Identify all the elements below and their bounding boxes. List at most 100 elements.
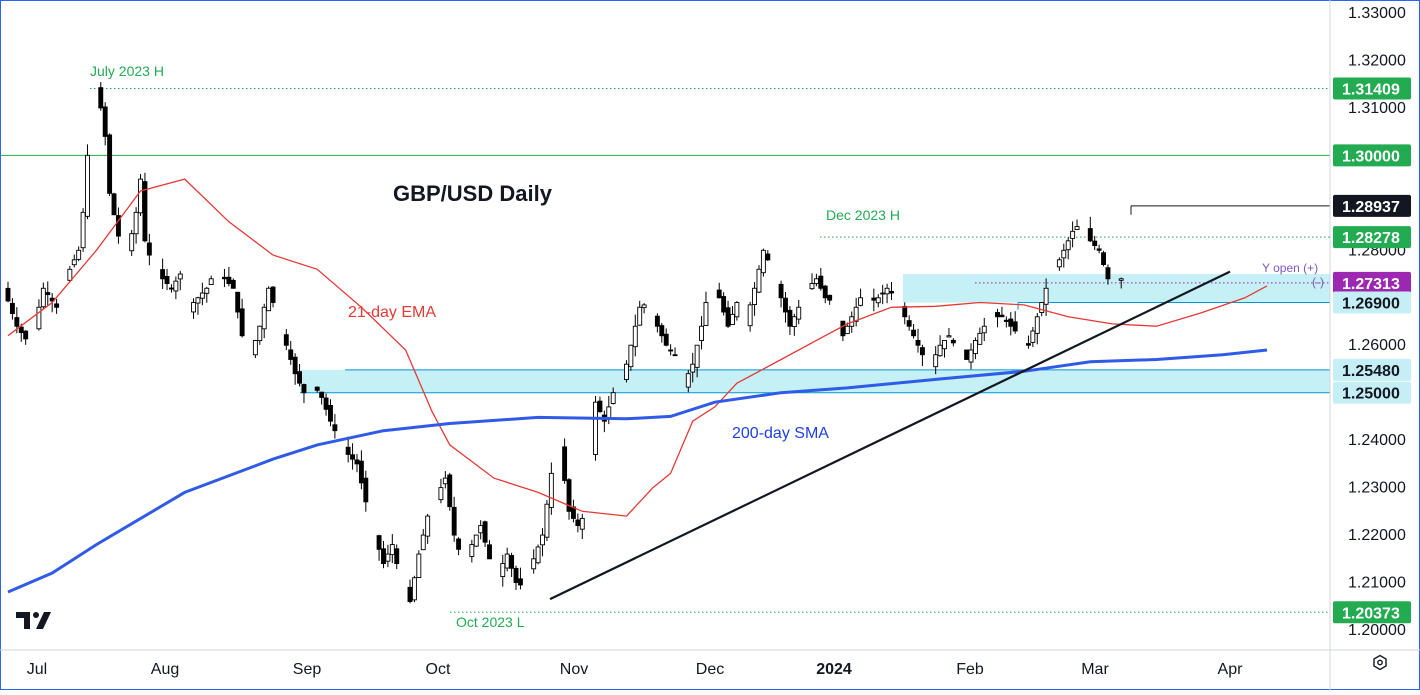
candle xyxy=(566,478,572,520)
candle-body xyxy=(164,275,170,284)
candle-body xyxy=(610,392,616,404)
y-tick-label: 1.26000 xyxy=(1348,337,1406,354)
candle-body xyxy=(111,193,117,216)
candle-body xyxy=(641,304,647,309)
candle-body xyxy=(235,291,241,313)
candle xyxy=(54,298,60,314)
candle xyxy=(292,353,298,385)
price-badge-text: 1.26900 xyxy=(1342,296,1400,313)
candle xyxy=(531,549,537,574)
candle-body xyxy=(840,320,846,337)
candle-body xyxy=(544,503,550,538)
candle xyxy=(204,286,210,303)
candle-body xyxy=(173,280,179,292)
candle xyxy=(1101,250,1106,267)
candle xyxy=(601,410,607,433)
candle xyxy=(160,258,166,289)
candle-body xyxy=(946,335,952,338)
candle-body xyxy=(787,309,793,327)
candle xyxy=(906,315,912,331)
candle xyxy=(752,282,758,316)
candle-body xyxy=(668,349,674,352)
candle-body xyxy=(504,553,510,569)
candle xyxy=(942,340,947,358)
candle-body xyxy=(716,289,722,299)
candle-body xyxy=(288,349,294,360)
candle-body xyxy=(562,446,568,481)
candle-body xyxy=(734,302,740,318)
y-tick-label: 1.32000 xyxy=(1348,52,1406,69)
candle xyxy=(226,266,232,287)
price-badge-1-20373: 1.20373 xyxy=(1333,601,1411,624)
candle xyxy=(358,450,364,490)
price-badge-1-26900: 1.26900 xyxy=(1333,291,1411,314)
candle xyxy=(999,306,1005,318)
y-tick-label: 1.23000 xyxy=(1348,480,1406,497)
candle xyxy=(1030,326,1036,348)
candle-body xyxy=(407,586,413,602)
candle-body xyxy=(323,397,329,410)
candle xyxy=(1092,235,1098,251)
candle-body xyxy=(858,297,864,306)
candle-body xyxy=(222,276,227,280)
candle xyxy=(981,317,987,341)
candle xyxy=(624,360,629,383)
candle-body xyxy=(517,578,523,586)
candle xyxy=(716,282,722,299)
candle-body xyxy=(721,296,727,313)
candle xyxy=(5,281,11,303)
candle-body xyxy=(354,459,360,465)
price-badge-bg xyxy=(1333,144,1411,167)
candle-body xyxy=(919,347,925,356)
candle-body xyxy=(1030,330,1036,343)
candle-body xyxy=(575,519,581,527)
candle-body xyxy=(363,477,369,503)
candle-body xyxy=(270,286,276,303)
candle xyxy=(270,286,276,308)
candle-body xyxy=(394,548,400,565)
candle xyxy=(690,352,696,383)
candle xyxy=(222,268,227,288)
candle-body xyxy=(579,518,585,530)
candle-body xyxy=(447,474,453,508)
candle xyxy=(142,172,148,243)
candle xyxy=(314,386,320,393)
candle xyxy=(456,537,462,556)
candle xyxy=(363,470,369,512)
candle xyxy=(964,349,970,360)
price-badge-1-27313: 1.27313 xyxy=(1333,271,1411,294)
candle-body xyxy=(102,106,108,137)
candle-body xyxy=(40,287,46,308)
candle xyxy=(796,299,802,325)
candle xyxy=(283,329,289,351)
candle-body xyxy=(778,283,784,299)
candle xyxy=(345,436,351,463)
candle xyxy=(654,313,660,333)
candle xyxy=(880,284,886,305)
candle xyxy=(933,346,939,375)
candle-body xyxy=(1070,230,1076,239)
candle xyxy=(252,339,258,359)
candle xyxy=(447,472,453,511)
candle xyxy=(946,327,952,338)
chart-title: GBP/USD Daily xyxy=(393,181,553,206)
candle-body xyxy=(257,325,263,342)
candle xyxy=(548,462,554,515)
candle xyxy=(85,144,90,220)
annotation-label: Dec 2023 H xyxy=(826,207,900,223)
candle xyxy=(513,565,519,590)
candle-body xyxy=(699,325,704,341)
candle-body xyxy=(827,294,833,301)
candle xyxy=(195,296,201,315)
candle xyxy=(911,323,917,339)
price-badge-text: 1.31409 xyxy=(1342,82,1400,99)
candle xyxy=(1070,221,1076,248)
candle xyxy=(177,270,183,291)
candle-body xyxy=(328,404,333,422)
candle-body xyxy=(950,339,956,344)
settings-gear-icon[interactable] xyxy=(1373,654,1387,671)
price-badge-1-28937: 1.28937 xyxy=(1333,194,1411,217)
candle-body xyxy=(138,178,143,214)
candle xyxy=(597,396,603,413)
